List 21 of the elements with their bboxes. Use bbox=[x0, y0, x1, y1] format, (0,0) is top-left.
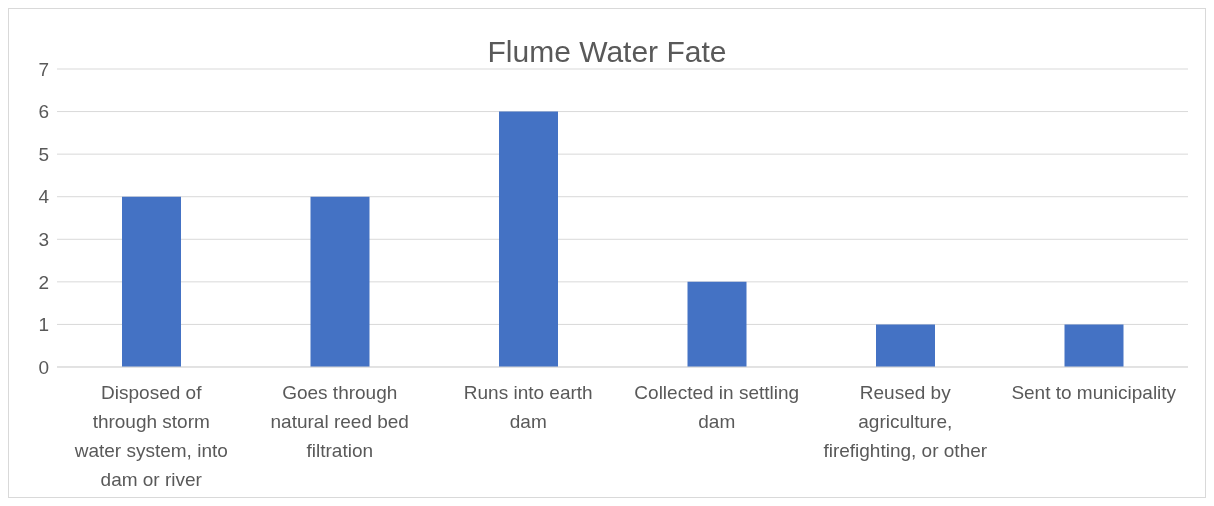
y-tick-label: 7 bbox=[38, 58, 49, 80]
x-tick-label: Collected in settling dam bbox=[634, 382, 800, 432]
bar bbox=[499, 111, 558, 367]
y-tick-label: 2 bbox=[38, 271, 49, 293]
y-tick-label: 1 bbox=[38, 314, 49, 336]
bar bbox=[687, 281, 747, 367]
y-tick-label: 5 bbox=[38, 143, 49, 165]
x-tick-label: Sent to municipality bbox=[1011, 382, 1177, 403]
x-tick-label: Disposed of through storm water system, into dam or river bbox=[73, 382, 228, 490]
y-tick-label: 3 bbox=[38, 229, 49, 251]
bar bbox=[876, 324, 935, 367]
bar bbox=[1064, 324, 1124, 367]
x-tick-label: Goes through natural reed bed filtration bbox=[270, 382, 409, 461]
x-tick-label: Runs into earth dam bbox=[463, 382, 593, 432]
y-tick-label: 0 bbox=[38, 356, 49, 378]
y-tick-label: 4 bbox=[38, 186, 50, 208]
bar bbox=[122, 196, 181, 367]
x-tick-label: Reused by agriculture, firefighting, or other bbox=[823, 382, 988, 461]
y-tick-label: 6 bbox=[38, 101, 49, 123]
bar bbox=[310, 196, 370, 367]
chart-title: Flume Water Fate bbox=[487, 35, 727, 68]
